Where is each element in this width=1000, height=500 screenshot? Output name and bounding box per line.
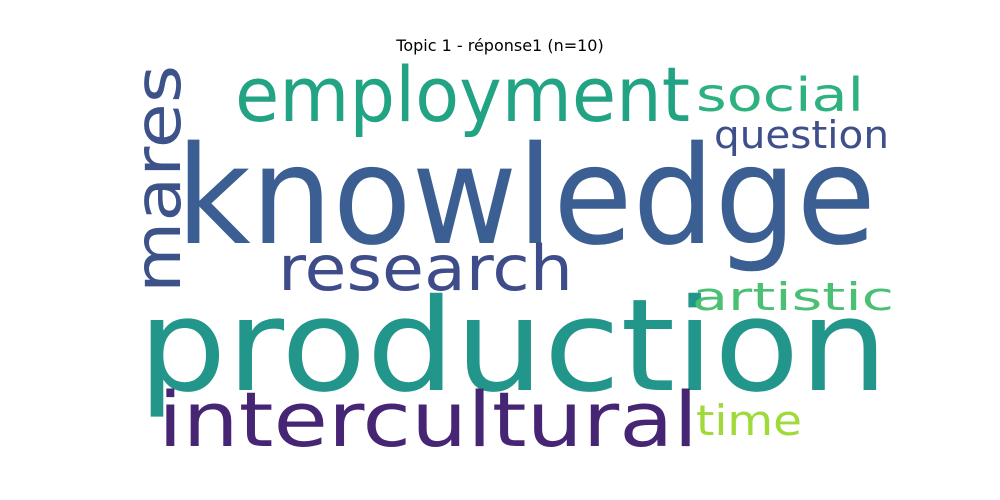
word-production: production (138, 272, 888, 421)
word-time: time (696, 396, 802, 445)
chart-title: Topic 1 - réponse1 (n=10) (396, 36, 604, 55)
word-mares: mares (122, 65, 196, 293)
word-research: research (278, 232, 573, 305)
word-question: question (714, 113, 889, 157)
word-employment: employment (235, 50, 690, 139)
word-knowledge: knowledge (176, 118, 876, 276)
word-social: social (696, 68, 864, 122)
word-artistic: artistic (692, 275, 894, 319)
word-intercultural: intercultural (158, 375, 698, 464)
